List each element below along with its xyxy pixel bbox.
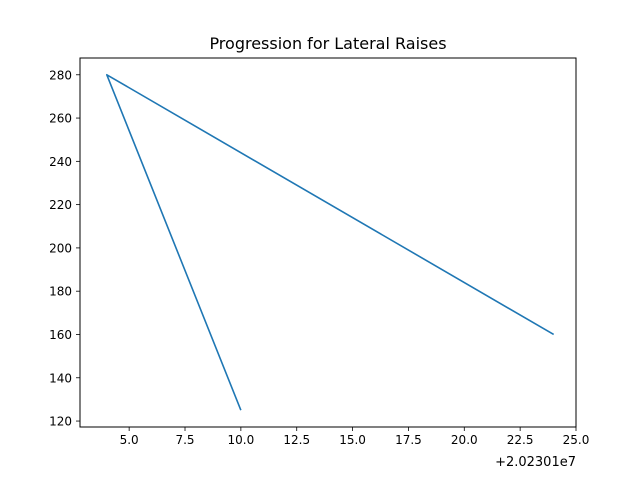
plot-frame bbox=[79, 57, 577, 428]
y-tick-label: 240 bbox=[49, 155, 72, 169]
x-tick-label: 17.5 bbox=[395, 433, 422, 447]
chart-title: Progression for Lateral Raises bbox=[209, 34, 446, 53]
x-tick-label: 22.5 bbox=[507, 433, 534, 447]
y-tick-label: 200 bbox=[49, 241, 72, 255]
x-axis: 5.0 7.5 10.0 12.5 15.0 17.5 20.0 22.5 25.0 bbox=[120, 427, 590, 447]
y-axis: 120 140 160 180 200 220 240 260 280 bbox=[49, 68, 80, 429]
x-tick-label: 12.5 bbox=[283, 433, 310, 447]
y-tick-label: 280 bbox=[49, 68, 72, 82]
y-tick-label: 140 bbox=[49, 371, 72, 385]
y-tick-label: 220 bbox=[49, 198, 72, 212]
series-layer bbox=[106, 73, 555, 411]
y-tick-label: 180 bbox=[49, 285, 72, 299]
x-tick-label: 25.0 bbox=[563, 433, 590, 447]
x-tick-label: 15.0 bbox=[339, 433, 366, 447]
x-tick-label: 20.0 bbox=[451, 433, 478, 447]
x-tick-label: 7.5 bbox=[175, 433, 194, 447]
x-axis-offset-label: +2.02301e7 bbox=[495, 455, 576, 470]
y-tick-label: 160 bbox=[49, 328, 72, 342]
x-tick-label: 5.0 bbox=[120, 433, 139, 447]
x-tick-label: 10.0 bbox=[228, 433, 255, 447]
y-tick-label: 260 bbox=[49, 112, 72, 126]
y-tick-label: 120 bbox=[49, 415, 72, 429]
